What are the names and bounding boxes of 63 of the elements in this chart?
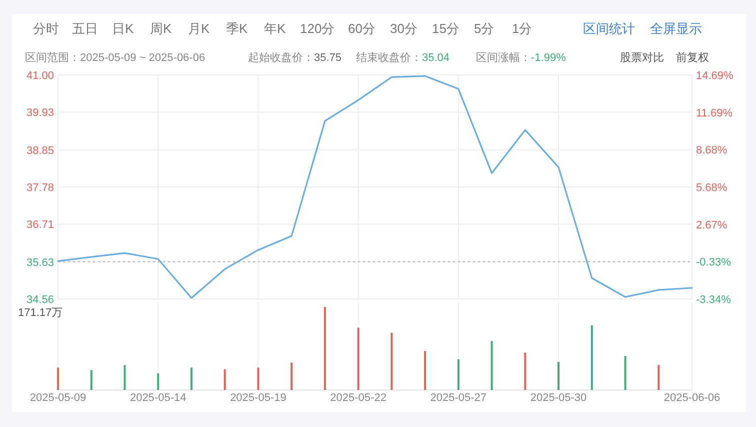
text: 全屏显示 xyxy=(650,21,702,36)
bar xyxy=(124,365,126,390)
y-tick-label: 36.71 xyxy=(26,219,54,232)
text: 区间涨幅：-1.99% xyxy=(476,52,566,64)
x-tick-label: 2025-05-27 xyxy=(430,392,487,404)
text: 周K xyxy=(150,21,172,36)
annotation: 171.17万 xyxy=(18,307,63,319)
bar xyxy=(324,307,326,390)
text: 分时 xyxy=(33,21,59,36)
text: 1分 xyxy=(512,21,532,36)
bar xyxy=(224,369,226,390)
text: 股票对比 xyxy=(620,51,664,64)
text: 15分 xyxy=(432,21,460,36)
y-tick-label: 39.93 xyxy=(26,107,54,120)
y2-tick-label: 8.68% xyxy=(696,144,728,157)
bar xyxy=(257,368,260,390)
x-tick-label: 2025-05-30 xyxy=(530,392,587,404)
bar xyxy=(558,362,560,390)
bar xyxy=(424,350,426,390)
y2-tick-label: 5.68% xyxy=(696,182,728,194)
text: 月K xyxy=(188,21,210,36)
text: 日K xyxy=(112,21,134,36)
text: 前复权 xyxy=(676,52,709,64)
x-tick-label: 2025-06-06 xyxy=(664,392,720,404)
y-tick-label: 37.78 xyxy=(26,182,54,194)
bar xyxy=(57,368,59,390)
bar xyxy=(624,356,626,390)
y2-tick-label: 2.67% xyxy=(696,219,728,232)
bar xyxy=(457,359,460,390)
text: 区间统计 xyxy=(583,21,635,36)
x-tick-label: 2025-05-09 xyxy=(30,392,86,404)
y-tick-label: 38.85 xyxy=(26,144,54,157)
bar xyxy=(590,325,593,390)
text: 30分 xyxy=(390,21,418,36)
bar xyxy=(290,362,293,390)
text: 起始收盘价：35.75 xyxy=(248,52,342,64)
text: 120分 xyxy=(300,21,335,36)
bar xyxy=(157,373,160,390)
x-tick-label: 2025-05-19 xyxy=(230,392,286,404)
text: 五日 xyxy=(72,21,98,36)
y-tick-label: 35.63 xyxy=(26,256,54,269)
y2-tick-label: -0.33% xyxy=(696,256,732,269)
x-tick-label: 2025-05-22 xyxy=(330,392,386,404)
bar xyxy=(190,368,192,390)
bar xyxy=(357,328,360,390)
text: 60分 xyxy=(348,21,376,36)
y-tick-label: 41.00 xyxy=(26,70,54,82)
line-series xyxy=(57,75,693,299)
text: 结束收盘价：35.04 xyxy=(356,51,450,64)
text: 年K xyxy=(264,21,286,36)
y2-tick-label: -3.34% xyxy=(696,294,732,306)
text: 季K xyxy=(226,21,248,36)
y2-tick-label: 11.69% xyxy=(696,107,733,120)
bar xyxy=(90,370,92,390)
bar xyxy=(658,365,660,390)
bar xyxy=(490,341,493,390)
bar xyxy=(390,332,393,390)
y-tick-label: 34.56 xyxy=(26,294,54,306)
text: 区间范围：2025-05-09 ~ 2025-06-06 xyxy=(25,51,206,64)
bar xyxy=(524,352,526,390)
x-tick-label: 2025-05-14 xyxy=(130,392,186,404)
y2-tick-label: 14.69% xyxy=(696,70,734,82)
text: 5分 xyxy=(474,21,494,36)
